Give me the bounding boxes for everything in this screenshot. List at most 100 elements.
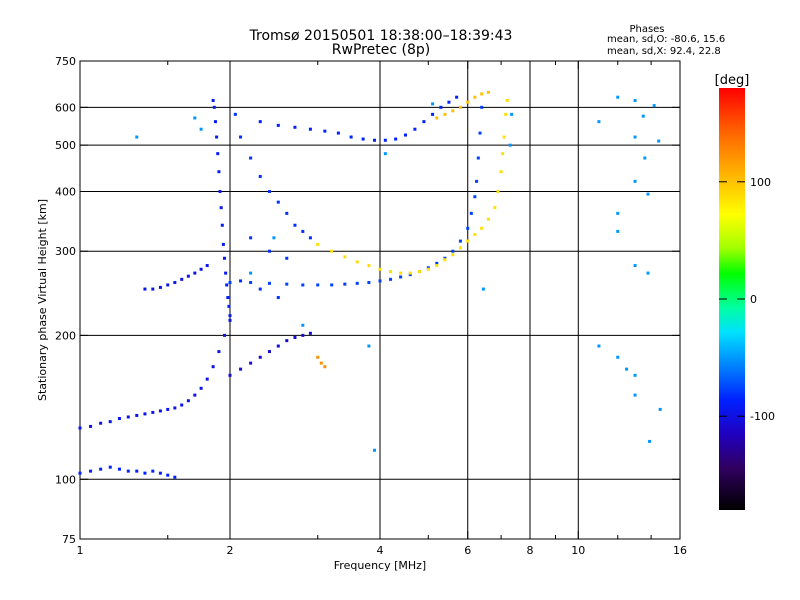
echo-point	[219, 206, 223, 210]
echo-point	[367, 264, 371, 268]
echo-point	[508, 143, 512, 147]
echo-point	[486, 90, 490, 94]
echo-point	[301, 283, 305, 287]
echo-point	[285, 282, 289, 286]
echo-point	[218, 189, 222, 193]
echo-point	[135, 413, 139, 417]
echo-point	[199, 267, 203, 271]
echo-point	[319, 361, 323, 365]
echo-point	[633, 99, 637, 103]
echo-point	[78, 426, 82, 430]
echo-point	[143, 287, 147, 291]
echo-point	[228, 318, 232, 322]
legend-line-o: mean, sd,O: -80.6, 15.6	[607, 34, 725, 45]
echo-point	[267, 189, 271, 193]
y-tick-label: 500	[55, 139, 76, 152]
echo-point	[99, 421, 103, 425]
echo-point	[173, 406, 177, 410]
echo-point	[239, 367, 243, 371]
echo-point	[126, 415, 130, 419]
echo-point	[458, 239, 462, 243]
echo-point	[99, 467, 103, 471]
echo-point	[499, 170, 503, 174]
echo-point	[293, 335, 297, 339]
y-axis-label: Stationary phase Virtual Height [km]	[36, 199, 49, 401]
echo-point	[151, 469, 155, 473]
phase-legend: Phases mean, sd,O: -80.6, 15.6 mean, sd,…	[607, 24, 725, 57]
colorbar-ticks: 100 0 -100	[719, 176, 775, 423]
echo-point	[361, 137, 365, 141]
echo-point	[151, 410, 155, 414]
echo-point	[126, 469, 130, 473]
echo-point	[180, 403, 184, 407]
echo-point	[496, 189, 500, 193]
echo-point	[223, 333, 227, 337]
echo-point	[480, 226, 484, 230]
echo-point	[378, 267, 382, 271]
echo-point	[249, 361, 253, 365]
echo-point	[285, 211, 289, 215]
echo-point	[330, 283, 334, 287]
echo-point	[480, 105, 484, 109]
echo-point	[308, 127, 312, 131]
echo-point	[383, 152, 387, 156]
echo-point	[151, 287, 155, 291]
echo-point	[502, 135, 506, 139]
echo-point	[249, 156, 253, 160]
echo-point	[158, 285, 162, 289]
echo-point	[435, 116, 439, 120]
echo-point	[228, 314, 232, 318]
echo-point	[158, 471, 162, 475]
echo-point	[78, 471, 82, 475]
echo-point	[383, 138, 387, 142]
echo-point	[657, 139, 661, 143]
echo-point	[239, 279, 243, 283]
echo-point	[135, 135, 139, 139]
echo-point	[343, 255, 347, 259]
echo-point	[646, 192, 650, 196]
echo-point	[426, 266, 430, 270]
echo-point	[225, 283, 229, 287]
colorbar-tick-label: 0	[750, 293, 757, 306]
echo-point	[220, 223, 224, 227]
echo-point	[217, 350, 221, 354]
echo-point	[431, 112, 435, 116]
echo-point	[458, 105, 462, 109]
echo-point	[205, 377, 209, 381]
echo-point	[469, 211, 473, 215]
echo-point	[633, 179, 637, 183]
echo-point	[431, 102, 435, 106]
echo-point	[403, 133, 407, 137]
echo-point	[211, 365, 215, 369]
echo-point	[493, 206, 497, 210]
echo-point	[458, 246, 462, 250]
echo-point	[505, 99, 509, 103]
echo-point	[211, 99, 215, 103]
echo-point	[648, 439, 652, 443]
echo-point	[316, 242, 320, 246]
echo-point	[226, 296, 230, 300]
x-tick-label: 16	[673, 544, 687, 557]
echo-point	[367, 281, 371, 285]
colorbar-label: [deg]	[715, 73, 750, 88]
y-tick-label: 400	[55, 185, 76, 198]
echo-point	[89, 469, 93, 473]
x-tick-label: 8	[527, 544, 534, 557]
echo-point	[480, 92, 484, 96]
echo-point	[646, 271, 650, 275]
echo-point	[373, 138, 377, 142]
echo-point	[435, 261, 439, 265]
echo-point	[473, 233, 477, 237]
legend-line-x: mean, sd,X: 92.4, 22.8	[607, 46, 721, 57]
echo-point	[186, 274, 190, 278]
echo-point	[408, 273, 412, 277]
echo-point	[301, 323, 305, 327]
echo-point	[389, 277, 393, 281]
echo-point	[308, 331, 312, 335]
x-tick-label: 10	[571, 544, 585, 557]
echo-point	[173, 281, 177, 285]
echo-point	[276, 123, 280, 127]
echo-point	[633, 135, 637, 139]
y-tick-label: 100	[55, 473, 76, 486]
echo-point	[439, 105, 443, 109]
